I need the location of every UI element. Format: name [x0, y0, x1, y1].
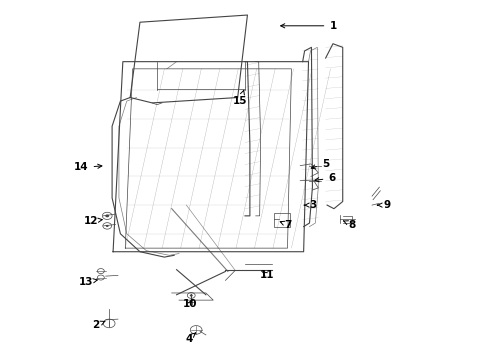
Text: 4: 4	[185, 333, 196, 343]
Bar	[274, 213, 290, 227]
Circle shape	[103, 223, 112, 229]
Text: 14: 14	[74, 162, 102, 172]
Text: 1: 1	[281, 21, 337, 31]
Circle shape	[190, 325, 202, 334]
Circle shape	[190, 294, 193, 297]
Text: 3: 3	[304, 200, 317, 210]
Text: 2: 2	[92, 320, 105, 330]
Text: 7: 7	[280, 220, 292, 230]
Circle shape	[98, 269, 104, 274]
Text: 15: 15	[233, 90, 247, 106]
Text: 8: 8	[343, 220, 356, 230]
Text: 6: 6	[315, 173, 336, 183]
Circle shape	[103, 319, 115, 328]
Text: 13: 13	[79, 277, 98, 287]
Text: 12: 12	[84, 216, 102, 226]
Circle shape	[187, 293, 195, 298]
Circle shape	[98, 275, 104, 280]
Text: 9: 9	[377, 200, 390, 210]
Circle shape	[105, 215, 109, 217]
Text: 5: 5	[311, 159, 329, 169]
Circle shape	[106, 225, 109, 227]
Circle shape	[102, 212, 112, 220]
Text: 11: 11	[260, 270, 274, 280]
Text: 10: 10	[183, 299, 197, 309]
